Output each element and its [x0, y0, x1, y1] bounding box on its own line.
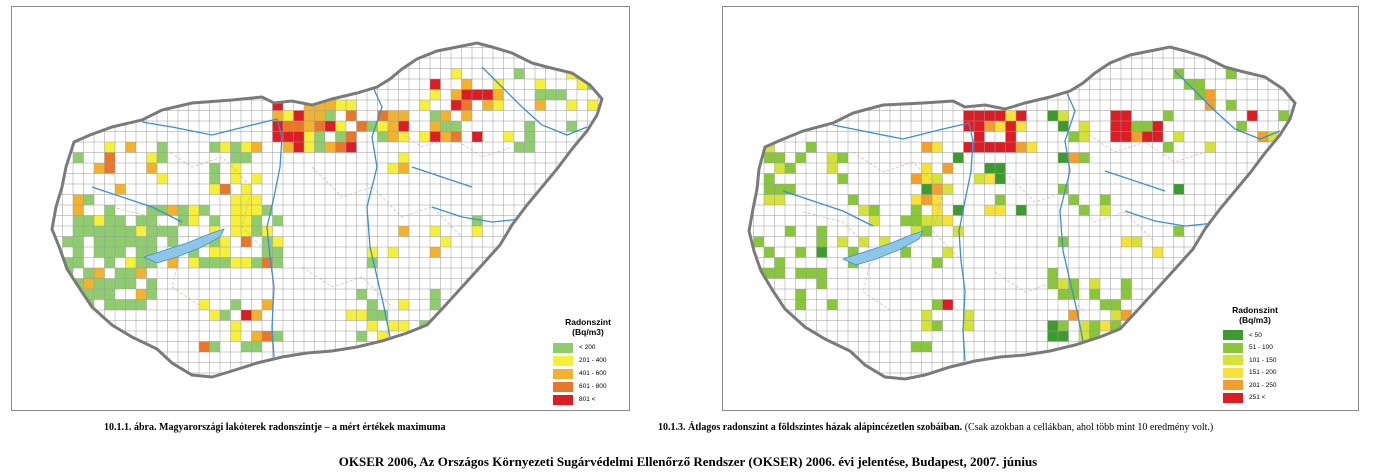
legend-label: 51 - 100	[1249, 344, 1273, 352]
legend-label: 101 - 150	[1249, 356, 1277, 364]
hungary-map-avg-svg	[747, 45, 1297, 381]
left-map-cells	[52, 43, 602, 377]
legend-item: 201 - 250	[1223, 379, 1287, 392]
legend-item: < 200	[553, 341, 623, 354]
legend-swatch	[1223, 342, 1243, 353]
figure-caption-right: 10.1.3. Átlagos radonszint a földszintes…	[658, 422, 1213, 433]
legend-swatch	[1223, 355, 1243, 366]
legend-swatch	[553, 355, 573, 366]
figure-caption-left: 10.1.1. ábra. Magyarországi lakóterek ra…	[104, 422, 446, 433]
legend-label: 201 - 250	[1249, 381, 1277, 389]
legend-swatch	[1223, 367, 1243, 378]
lake-balaton	[841, 230, 924, 266]
caption-text: 10.1.3. Átlagos radonszint a földszintes…	[658, 422, 963, 433]
legend-label: < 200	[579, 344, 596, 351]
legend-title-line2: (Bq/m3)	[1239, 315, 1271, 325]
legend-swatch	[553, 342, 573, 353]
legend-label: 801 <	[579, 396, 596, 403]
legend: Radonszint (Bq/m3) < 50 51 - 100 101 - 150…	[1223, 305, 1287, 404]
legend-title: Radonszint (Bq/m3)	[1223, 305, 1287, 325]
legend-item: 151 - 200	[1223, 367, 1287, 380]
legend-item: 201 - 400	[553, 354, 623, 367]
legend-title-line1: Radonszint	[565, 317, 611, 327]
legend-item: < 50	[1223, 329, 1287, 342]
legend-title-line1: Radonszint	[1232, 305, 1278, 315]
legend-title-line2: (Bq/m3)	[572, 327, 604, 337]
legend-swatch	[1223, 380, 1243, 391]
legend-title: Radonszint (Bq/m3)	[553, 317, 623, 337]
legend-swatch	[553, 368, 573, 379]
legend-label: 201 - 400	[579, 357, 607, 364]
legend-swatch	[553, 381, 573, 392]
legend-label: < 50	[1249, 331, 1262, 339]
source-footer: OKSER 2006, Az Országos Környezeti Sugár…	[338, 454, 1038, 469]
legend-label: 601 - 800	[579, 383, 607, 390]
legend-item: 801 <	[553, 393, 623, 406]
caption-note: (Csak azokban a cellákban, ahol több min…	[964, 422, 1214, 433]
legend-swatch	[1223, 392, 1243, 403]
legend-swatch	[1223, 330, 1243, 341]
legend-label: 251 <	[1249, 394, 1266, 402]
lake-balaton	[142, 228, 225, 264]
legend-item: 401 - 600	[553, 367, 623, 380]
radon-map-average: Radonszint (Bq/m3) < 50 51 - 100 101 - 150…	[722, 6, 1359, 411]
legend-item: 51 - 100	[1223, 342, 1287, 355]
legend-item: 101 - 150	[1223, 354, 1287, 367]
legend: Radonszint (Bq/m3) < 200 201 - 400 401 - 6…	[553, 317, 623, 406]
hungary-map-max-svg	[50, 41, 604, 379]
legend-item: 251 <	[1223, 392, 1287, 405]
legend-label: 151 - 200	[1249, 369, 1277, 377]
radon-map-maximum: Radonszint (Bq/m3) < 200 201 - 400 401 - 6…	[11, 6, 630, 411]
legend-item: 601 - 800	[553, 380, 623, 393]
legend-swatch	[553, 394, 573, 405]
legend-label: 401 - 600	[579, 370, 607, 377]
caption-text: 10.1.1. ábra. Magyarországi lakóterek ra…	[104, 422, 446, 433]
